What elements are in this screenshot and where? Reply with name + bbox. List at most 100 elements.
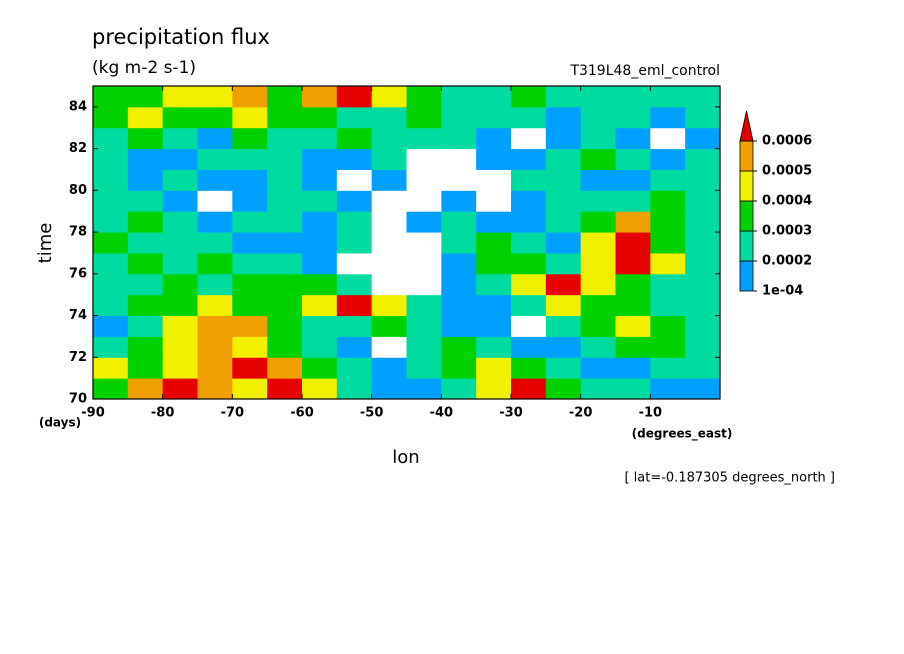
contour-cell bbox=[127, 357, 164, 379]
contour-cell bbox=[615, 232, 651, 254]
contour-cell bbox=[545, 252, 582, 275]
contour-cell bbox=[267, 294, 303, 317]
contour-cell bbox=[441, 106, 477, 129]
contour-cell bbox=[267, 252, 303, 275]
contour-cell bbox=[685, 252, 721, 275]
run-label: T319L48_eml_control bbox=[569, 63, 720, 79]
contour-cell bbox=[232, 294, 268, 317]
contour-cell bbox=[406, 169, 442, 191]
contour-cell bbox=[511, 106, 547, 129]
contour-cell bbox=[615, 315, 651, 337]
contour-cell bbox=[615, 127, 651, 150]
y-axis-units: (days) bbox=[39, 416, 81, 430]
contour-cell bbox=[267, 232, 303, 254]
contour-cell bbox=[650, 148, 686, 170]
contour-cell bbox=[232, 190, 268, 212]
contour-cell bbox=[685, 211, 721, 233]
contour-cell bbox=[650, 273, 686, 296]
colorbar-box bbox=[739, 200, 754, 232]
contour-cell bbox=[545, 86, 582, 108]
contour-cell bbox=[93, 378, 129, 400]
contour-cell bbox=[476, 106, 512, 129]
colorbar-label: 1e-04 bbox=[762, 284, 803, 299]
contour-cell bbox=[93, 273, 129, 296]
contour-cell bbox=[127, 148, 164, 170]
colorbar-box bbox=[739, 260, 754, 292]
contour-cell bbox=[615, 169, 651, 191]
contour-cell bbox=[406, 190, 442, 212]
contour-cell bbox=[511, 148, 547, 170]
contour-cell bbox=[371, 169, 407, 191]
contour-cell bbox=[406, 315, 442, 337]
contour-cell bbox=[545, 211, 582, 233]
contour-cell bbox=[685, 106, 721, 129]
contour-cell bbox=[650, 252, 686, 275]
contour-cell bbox=[127, 86, 164, 108]
contour-cell bbox=[302, 190, 338, 212]
contour-cell bbox=[197, 211, 233, 233]
contour-cell bbox=[302, 211, 338, 233]
contour-cell bbox=[232, 252, 268, 275]
y-tick-label: 74 bbox=[69, 308, 87, 323]
contour-cell bbox=[406, 232, 442, 254]
y-tick-label: 80 bbox=[69, 183, 87, 198]
contour-cell bbox=[162, 357, 198, 379]
contour-cell bbox=[441, 169, 477, 191]
contour-cell bbox=[615, 273, 651, 296]
y-tick-label: 76 bbox=[69, 266, 87, 281]
contour-cell bbox=[93, 211, 129, 233]
contour-cell bbox=[580, 169, 616, 191]
contour-cell bbox=[197, 106, 233, 129]
contour-cell bbox=[580, 148, 616, 170]
x-axis-units: (degrees_east) bbox=[632, 427, 733, 442]
contour-cell bbox=[511, 190, 547, 212]
contour-cell bbox=[615, 106, 651, 129]
contour-cell bbox=[511, 273, 547, 296]
contour-cell bbox=[302, 148, 338, 170]
contour-cell bbox=[197, 294, 233, 317]
x-tick-label: -60 bbox=[290, 406, 314, 421]
contour-cell bbox=[232, 86, 268, 108]
contour-cell bbox=[336, 127, 373, 150]
contour-cell bbox=[650, 357, 686, 379]
contour-cell bbox=[441, 315, 477, 337]
contour-cell bbox=[580, 190, 616, 212]
contour-cell bbox=[580, 273, 616, 296]
contour-cell bbox=[162, 232, 198, 254]
contour-cell bbox=[650, 294, 686, 317]
contour-cell bbox=[336, 148, 373, 170]
contour-cell bbox=[336, 211, 373, 233]
contour-cell bbox=[127, 211, 164, 233]
contour-cell bbox=[93, 252, 129, 275]
contour-cell bbox=[580, 86, 616, 108]
contour-cell bbox=[615, 378, 651, 400]
contour-cell bbox=[371, 190, 407, 212]
contour-cell bbox=[650, 336, 686, 358]
contour-cell bbox=[511, 378, 547, 400]
contour-cell bbox=[476, 336, 512, 358]
contour-cell bbox=[511, 315, 547, 337]
y-tick-label: 78 bbox=[69, 225, 87, 240]
contour-cell bbox=[441, 86, 477, 108]
contour-cell bbox=[302, 336, 338, 358]
contour-cell bbox=[336, 336, 373, 358]
contour-cell bbox=[162, 294, 198, 317]
contour-cell bbox=[267, 169, 303, 191]
contour-cell bbox=[93, 294, 129, 317]
contour-cell bbox=[197, 169, 233, 191]
contour-cell bbox=[650, 169, 686, 191]
contour-cell bbox=[371, 211, 407, 233]
contour-cell bbox=[302, 86, 338, 108]
contour-cell bbox=[162, 273, 198, 296]
contour-cell bbox=[545, 127, 582, 150]
contour-cell bbox=[93, 336, 129, 358]
contour-cell bbox=[302, 106, 338, 129]
colorbar-label: 0.0003 bbox=[762, 224, 812, 239]
contour-cell bbox=[685, 148, 721, 170]
contour-cell bbox=[302, 169, 338, 191]
contour-cell bbox=[302, 315, 338, 337]
contour-cell bbox=[336, 106, 373, 129]
contour-cell bbox=[650, 190, 686, 212]
contour-field bbox=[93, 86, 721, 400]
